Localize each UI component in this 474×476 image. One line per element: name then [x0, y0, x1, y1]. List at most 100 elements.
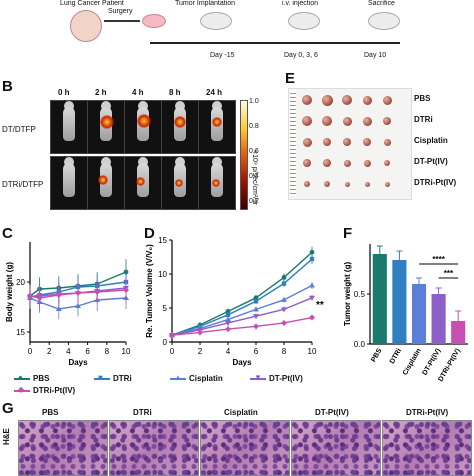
- mouse-image: [50, 156, 88, 210]
- tumor-sample: [342, 116, 352, 126]
- mouse-image: [87, 156, 125, 210]
- series-line: [171, 316, 313, 336]
- legend-entry: ◆ DTRi-Pt(IV): [14, 385, 76, 395]
- surgery-label: Surgery: [108, 8, 133, 15]
- tumor-sample: [344, 181, 350, 187]
- series-dt-pt-iv-: [169, 295, 315, 339]
- x-tick-label: DT-Pt(IV): [421, 348, 442, 377]
- implantation-label: Tumor Implantation: [175, 0, 236, 7]
- data-point: [253, 323, 259, 330]
- tumor-sample: [384, 160, 390, 166]
- data-point: [281, 281, 287, 286]
- data-point: [169, 332, 175, 339]
- mouse-image: [198, 100, 236, 154]
- tumor-sample: [302, 137, 312, 147]
- mouse-image: [198, 156, 236, 210]
- data-point: [225, 320, 231, 326]
- data-point: [309, 314, 315, 321]
- tumor-sample: [321, 94, 333, 106]
- mouse-head: [138, 157, 148, 167]
- x-tick-label: 6: [85, 347, 90, 356]
- data-point: [75, 303, 81, 308]
- day-label: Day 0, 3, 6: [284, 52, 318, 59]
- data-point: [123, 287, 129, 293]
- signal-spot: [212, 179, 220, 187]
- tumor-sample: [302, 116, 312, 126]
- bar: [392, 260, 407, 344]
- series-dtri-pt-iv-: [169, 314, 315, 339]
- tumor-sample: [304, 181, 310, 187]
- mouse-icon: [368, 12, 400, 30]
- legend-line: ▲: [170, 373, 186, 382]
- tumor-sample: [303, 159, 311, 167]
- tumor-sample: [324, 181, 330, 187]
- series-line: [171, 297, 313, 336]
- x-tick-label: 10: [308, 347, 317, 356]
- group-label: DTRi-Pt(IV): [414, 178, 457, 187]
- y-tick-label: 0: [163, 338, 168, 347]
- legend-marker: ▼: [254, 372, 262, 382]
- data-point: [309, 249, 315, 255]
- series-line: [29, 297, 127, 310]
- x-tick-label: DTRi: [389, 347, 403, 365]
- y-tick-label: 15: [16, 328, 25, 337]
- time-label: 2 h: [95, 88, 107, 97]
- time-label: 24 h: [206, 88, 223, 97]
- body-weight-chart: 0 2 4 6 8 10 15 20 Days Body weight (g): [5, 242, 131, 367]
- legend-marker: ■: [98, 372, 103, 382]
- signal-spot: [136, 177, 145, 186]
- mouse-image: [50, 100, 88, 154]
- tumor-sample: [342, 95, 352, 105]
- data-point: [253, 299, 259, 304]
- data-point: [309, 295, 315, 301]
- y-axis-label: Body weight (g): [5, 262, 14, 322]
- data-point: [253, 314, 259, 320]
- data-point: [281, 319, 287, 326]
- legend-label: PBS: [33, 374, 50, 383]
- series-pbs: [169, 246, 315, 338]
- panel-label-d: D: [144, 225, 155, 242]
- tumor-sample: [362, 95, 372, 105]
- legend-marker: ▲: [174, 372, 182, 382]
- significance-label: **: [316, 300, 324, 311]
- y-tick-label: 0.5: [354, 290, 366, 299]
- petri-dish-icon: [142, 14, 166, 28]
- he-row-label: H&E: [2, 428, 11, 445]
- data-point: [75, 290, 81, 296]
- panel-label-g: G: [2, 400, 14, 417]
- tumor-sample: [363, 138, 371, 146]
- legend-label: DTRi-Pt(IV): [33, 386, 76, 395]
- tumor-sample: [384, 181, 390, 187]
- mouse-head: [212, 157, 222, 167]
- mouse-head: [101, 157, 111, 167]
- x-tick-label: 6: [254, 347, 259, 356]
- y-tick-label: 0.0: [354, 340, 366, 349]
- mouse-head: [101, 101, 111, 111]
- legend-entry: ■ DTRi: [94, 372, 132, 383]
- tumor-sample: [383, 138, 391, 146]
- he-image: [200, 420, 290, 476]
- tumor-sample: [302, 95, 312, 105]
- panel-label-c: C: [2, 225, 13, 242]
- mouse-head: [175, 101, 185, 111]
- mouse-head: [212, 101, 222, 111]
- data-point: [225, 309, 231, 314]
- bar: [411, 284, 427, 344]
- patient-label: Lung Cancer Patient: [60, 0, 124, 7]
- tumor-sample: [323, 159, 331, 167]
- bar: [372, 254, 387, 344]
- x-tick-label: 8: [282, 347, 287, 356]
- colorbar-tick: 0.6: [249, 148, 259, 155]
- signal-spot: [137, 114, 151, 128]
- he-image: [18, 420, 108, 476]
- colorbar-tick: 0.4: [249, 173, 259, 180]
- mouse-icon: [288, 12, 320, 30]
- row-label: DT/DTFP: [2, 125, 36, 134]
- mouse-head: [175, 157, 185, 167]
- ruler: [290, 90, 296, 196]
- he-column-label: Cisplatin: [224, 408, 258, 417]
- y-tick-label: 10: [158, 270, 167, 279]
- colorbar: [240, 100, 248, 210]
- signal-spot: [174, 116, 186, 128]
- signal-spot: [100, 115, 114, 129]
